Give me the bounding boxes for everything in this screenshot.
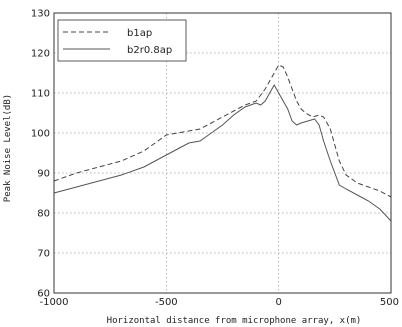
legend-label-b2r0-8ap: b2r0.8ap — [127, 45, 172, 56]
y-tick-label: 120 — [31, 49, 50, 60]
tick-labels: 60 70 80 90 100 110 120 130 -1000 -500 0 500 — [31, 9, 399, 309]
x-tick-label: -1000 — [39, 297, 68, 308]
y-tick-label: 110 — [31, 89, 50, 100]
legend-label-b1ap: b1ap — [127, 28, 152, 39]
plot-frame — [53, 12, 392, 294]
legend: b1ap b2r0.8ap — [57, 19, 187, 62]
series-lines — [53, 64, 392, 222]
series-line-b1ap — [53, 64, 392, 198]
legend-box — [57, 19, 187, 62]
y-tick-label: 90 — [37, 169, 50, 180]
y-tick-label: 60 — [37, 289, 50, 300]
x-tick-label: 500 — [380, 297, 399, 308]
y-tick-label: 130 — [31, 9, 50, 20]
y-tick-label: 100 — [31, 129, 50, 140]
y-tick-label: 70 — [37, 249, 50, 260]
y-axis-title: Peak Noise Level(dB) — [3, 94, 13, 202]
series-line-b2r0-8ap — [53, 83, 392, 222]
x-tick-label: -500 — [155, 297, 178, 308]
y-tick-label: 80 — [37, 209, 50, 220]
x-axis-title: Horizontal distance from microphone arra… — [107, 316, 362, 326]
x-tick-label: 0 — [275, 297, 281, 308]
